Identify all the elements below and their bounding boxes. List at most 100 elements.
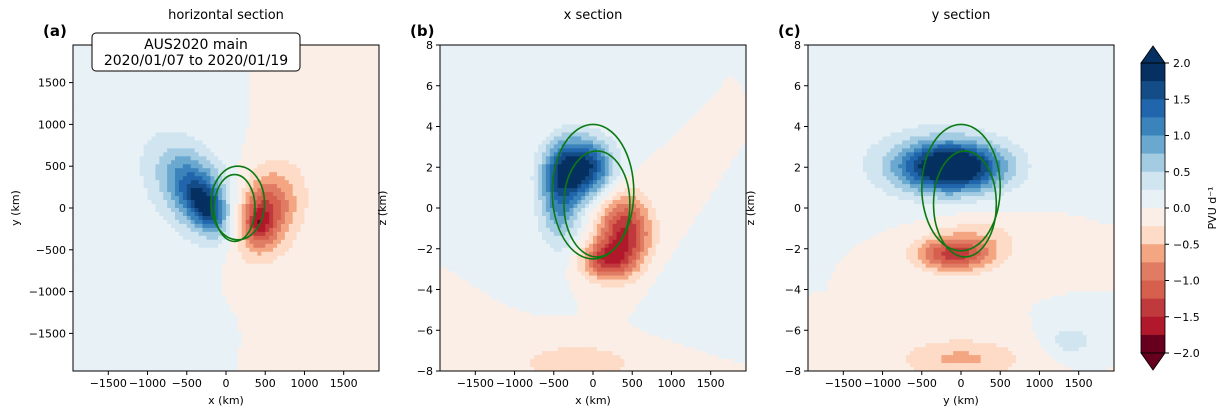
field-cell bbox=[316, 215, 321, 221]
field-cell bbox=[245, 291, 251, 297]
field-cell bbox=[104, 140, 109, 145]
field-cell bbox=[284, 211, 290, 217]
field-cell bbox=[135, 283, 141, 289]
field-cell bbox=[292, 247, 298, 253]
field-cell bbox=[104, 120, 109, 126]
field-cell bbox=[237, 235, 243, 241]
field-cell bbox=[116, 279, 121, 285]
field-cell bbox=[194, 251, 200, 257]
field-cell bbox=[296, 251, 302, 257]
field-cell bbox=[131, 112, 137, 118]
field-cell bbox=[343, 100, 349, 106]
field-cell bbox=[229, 140, 235, 145]
field-cell bbox=[288, 279, 294, 285]
field-cell bbox=[304, 116, 309, 122]
field-cell bbox=[339, 291, 345, 297]
field-cell bbox=[237, 128, 243, 134]
field-cell bbox=[249, 120, 255, 126]
field-cell bbox=[84, 168, 90, 173]
field-cell bbox=[233, 104, 239, 110]
field-cell bbox=[182, 96, 188, 102]
field-cell bbox=[198, 124, 204, 130]
field-cell bbox=[320, 259, 325, 265]
field-cell bbox=[202, 136, 207, 142]
field-cell bbox=[328, 255, 333, 261]
field-cell bbox=[273, 267, 278, 273]
field-cell bbox=[257, 211, 262, 217]
field-cell bbox=[218, 132, 223, 138]
field-cell bbox=[226, 164, 231, 169]
field-cell bbox=[226, 255, 231, 261]
field-cell bbox=[253, 116, 258, 122]
field-cell bbox=[261, 80, 266, 86]
field-cell bbox=[367, 152, 372, 157]
field-cell bbox=[124, 184, 129, 189]
field-cell bbox=[124, 287, 129, 293]
field-cell bbox=[131, 204, 137, 209]
field-cell bbox=[84, 80, 90, 86]
field-cell bbox=[100, 156, 105, 161]
field-cell bbox=[331, 156, 337, 161]
field-cell bbox=[351, 291, 357, 297]
field-cell bbox=[265, 96, 270, 102]
field-cell bbox=[80, 112, 86, 118]
field-cell bbox=[288, 72, 294, 78]
field-cell bbox=[124, 243, 129, 249]
field-cell bbox=[222, 263, 227, 269]
field-cell bbox=[335, 132, 341, 138]
field-cell bbox=[359, 287, 364, 293]
field-cell bbox=[312, 275, 317, 281]
field-cell bbox=[88, 92, 94, 98]
field-cell bbox=[296, 291, 302, 297]
field-cell bbox=[288, 128, 294, 134]
field-cell bbox=[182, 223, 188, 229]
field-cell bbox=[249, 148, 255, 153]
field-cell bbox=[222, 76, 227, 82]
field-cell bbox=[331, 72, 337, 78]
field-cell bbox=[194, 88, 200, 94]
field-cell bbox=[143, 140, 149, 145]
field-cell bbox=[249, 192, 255, 197]
field-cell bbox=[124, 188, 129, 193]
field-cell bbox=[222, 271, 227, 277]
field-cell bbox=[139, 184, 145, 189]
field-cell bbox=[171, 239, 176, 245]
field-cell bbox=[175, 192, 180, 197]
field-cell bbox=[151, 279, 156, 285]
field-cell bbox=[226, 295, 231, 301]
field-cell bbox=[139, 275, 145, 281]
field-cell bbox=[241, 84, 247, 90]
field-cell bbox=[265, 279, 270, 285]
field-cell bbox=[206, 88, 211, 94]
field-cell bbox=[375, 291, 379, 297]
field-cell bbox=[163, 176, 168, 181]
field-cell bbox=[222, 104, 227, 110]
field-cell bbox=[100, 200, 105, 205]
field-cell bbox=[147, 219, 153, 225]
field-cell bbox=[198, 116, 204, 122]
field-cell bbox=[190, 112, 196, 118]
field-cell bbox=[104, 152, 109, 157]
field-cell bbox=[277, 295, 282, 301]
field-cell bbox=[371, 96, 376, 102]
field-cell bbox=[120, 76, 125, 82]
field-cell bbox=[296, 144, 302, 149]
field-cell bbox=[335, 104, 341, 110]
field-cell bbox=[171, 247, 176, 253]
field-cell bbox=[367, 164, 372, 169]
field-cell bbox=[241, 204, 247, 209]
field-cell bbox=[100, 208, 105, 213]
field-cell bbox=[127, 215, 133, 221]
field-cell bbox=[171, 208, 176, 213]
field-cell bbox=[127, 92, 133, 98]
field-cell bbox=[163, 287, 168, 293]
field-cell bbox=[331, 243, 337, 249]
field-cell bbox=[343, 215, 349, 221]
field-cell bbox=[198, 235, 204, 241]
field-cell bbox=[284, 176, 290, 181]
field-cell bbox=[167, 295, 172, 301]
field-cell bbox=[131, 223, 137, 229]
field-cell bbox=[367, 231, 372, 237]
field-cell bbox=[261, 247, 266, 253]
field-cell bbox=[190, 160, 196, 165]
